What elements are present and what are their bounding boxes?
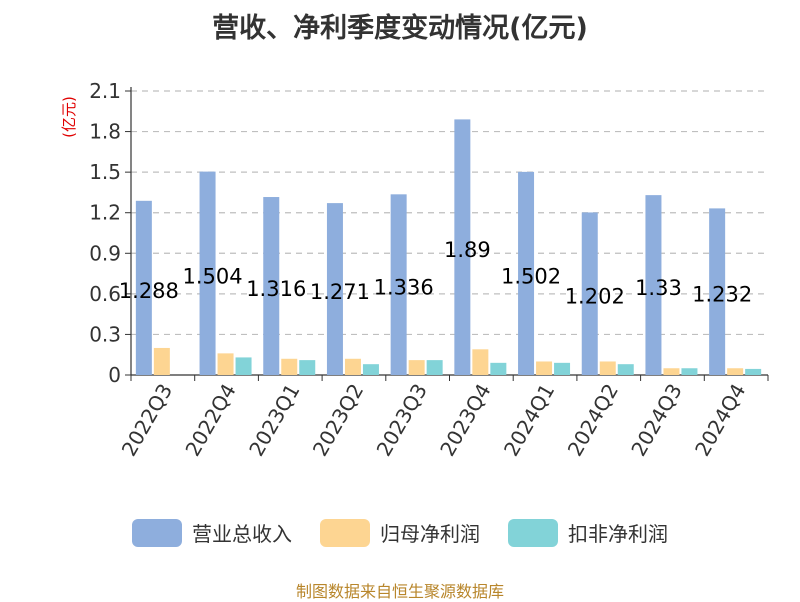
bar-revenue: [199, 171, 216, 375]
data-label: 1.502: [501, 264, 561, 288]
x-tick-label: 2022Q4: [180, 380, 240, 461]
data-label: 1.271: [310, 280, 370, 304]
y-tick-label: 1.8: [89, 120, 121, 144]
data-label: 1.33: [635, 276, 682, 300]
bar-deducted-profit: [299, 360, 316, 375]
data-label: 1.202: [565, 285, 625, 309]
legend: 营业总收入 归母净利润 扣非净利润: [0, 518, 800, 547]
y-tick-label: 1.5: [89, 160, 121, 184]
bar-net-profit: [217, 353, 234, 375]
data-label: 1.316: [246, 277, 306, 301]
x-tick-label: 2024Q2: [563, 380, 623, 461]
legend-swatch-net-profit: [320, 518, 370, 547]
data-label: 1.89: [444, 238, 491, 262]
bar-revenue: [263, 197, 280, 375]
bar-net-profit: [153, 347, 170, 375]
legend-label-revenue: 营业总收入: [192, 522, 292, 546]
legend-item-revenue[interactable]: 营业总收入: [132, 518, 292, 547]
data-label: 1.504: [182, 264, 242, 288]
source-note: 制图数据来自恒生聚源数据库: [295, 582, 504, 601]
bar-revenue: [390, 194, 407, 375]
data-label: 1.336: [374, 276, 434, 300]
bar-deducted-profit: [554, 362, 571, 375]
chart-title: 营收、净利季度变动情况(亿元): [212, 13, 588, 44]
bar-net-profit: [599, 361, 616, 375]
legend-item-deducted-profit[interactable]: 扣非净利润: [508, 518, 668, 547]
data-label: 1.232: [692, 283, 752, 307]
y-axis-label: (亿元): [60, 96, 78, 138]
x-tick-label: 2023Q2: [308, 380, 368, 461]
x-tick-label: 2023Q3: [372, 380, 432, 461]
bar-net-profit: [663, 368, 680, 375]
bar-revenue: [581, 212, 598, 375]
bar-revenue: [135, 200, 152, 375]
x-tick-label: 2023Q4: [435, 380, 495, 461]
x-tick-label: 2022Q3: [117, 380, 177, 461]
legend-label-deducted-profit: 扣非净利润: [568, 522, 668, 546]
bar-revenue: [709, 208, 726, 375]
bar-revenue: [454, 119, 471, 376]
bar-net-profit: [281, 358, 298, 375]
y-tick-label: 0.6: [89, 282, 121, 306]
bar-deducted-profit: [617, 364, 634, 375]
legend-label-net-profit: 归母净利润: [380, 522, 480, 546]
bar-deducted-profit: [426, 360, 443, 375]
bar-net-profit: [727, 368, 744, 375]
x-tick-label: 2023Q1: [244, 380, 304, 461]
x-tick-label: 2024Q3: [626, 380, 686, 461]
bar-deducted-profit: [362, 364, 379, 375]
bar-revenue: [645, 195, 662, 375]
bar-net-profit: [408, 360, 425, 375]
y-tick-label: 0.3: [89, 322, 121, 346]
legend-item-net-profit[interactable]: 归母净利润: [320, 518, 480, 547]
legend-swatch-revenue: [132, 518, 182, 547]
legend-swatch-deducted-profit: [508, 518, 558, 547]
bar-deducted-profit: [490, 362, 507, 375]
bar-net-profit: [344, 358, 361, 375]
x-tick-label: 2024Q4: [690, 380, 750, 461]
bar-revenue: [326, 203, 343, 375]
y-tick-label: 0.9: [89, 241, 121, 265]
bar-deducted-profit: [745, 368, 762, 375]
x-tick-label: 2024Q1: [499, 380, 559, 461]
data-label: 1.288: [119, 279, 179, 303]
bar-deducted-profit: [681, 368, 698, 375]
bar-net-profit: [472, 349, 489, 375]
bar-net-profit: [536, 361, 553, 375]
y-tick-label: 1.2: [89, 201, 121, 225]
bar-deducted-profit: [235, 357, 252, 375]
y-tick-label: 0: [108, 363, 121, 387]
bar-revenue: [518, 171, 535, 375]
y-tick-label: 2.1: [89, 79, 121, 103]
